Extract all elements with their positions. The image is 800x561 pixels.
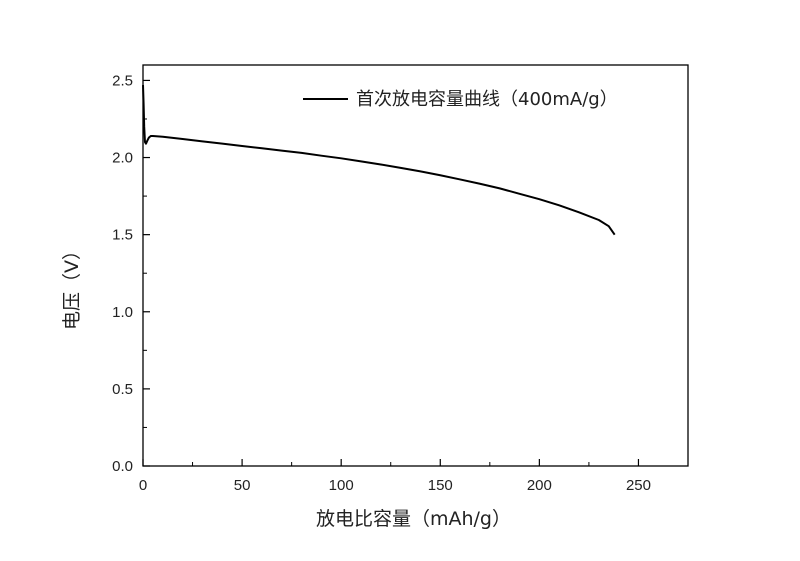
- series-layer: [142, 85, 616, 236]
- x-axis-label: 放电比容量（mAh/g）: [316, 508, 511, 530]
- y-tick-label: 0.0: [112, 458, 133, 475]
- y-axis-label: 电压（V）: [61, 241, 83, 330]
- y-tick-label: 1.5: [112, 227, 133, 244]
- x-tick-label: 50: [234, 477, 251, 494]
- x-tick-label: 150: [428, 477, 453, 494]
- y-tick-label: 0.5: [112, 381, 133, 398]
- x-tick-label: 100: [329, 477, 354, 494]
- legend: 首次放电容量曲线（400mA/g）: [303, 89, 618, 110]
- legend-label: 首次放电容量曲线（400mA/g）: [356, 89, 618, 110]
- ticks-layer: 0 50 100 150 200 250 0.0 0.5 1.0 1.5 2.0 2.5: [112, 72, 651, 494]
- x-tick-label: 0: [139, 477, 147, 494]
- y-tick-label: 1.0: [112, 304, 133, 321]
- y-tick-label: 2.5: [112, 72, 133, 89]
- x-tick-label: 250: [626, 477, 651, 494]
- plot-frame: [142, 64, 689, 467]
- series-line-0: [142, 85, 616, 236]
- x-tick-label: 200: [527, 477, 552, 494]
- y-tick-label: 2.0: [112, 150, 133, 167]
